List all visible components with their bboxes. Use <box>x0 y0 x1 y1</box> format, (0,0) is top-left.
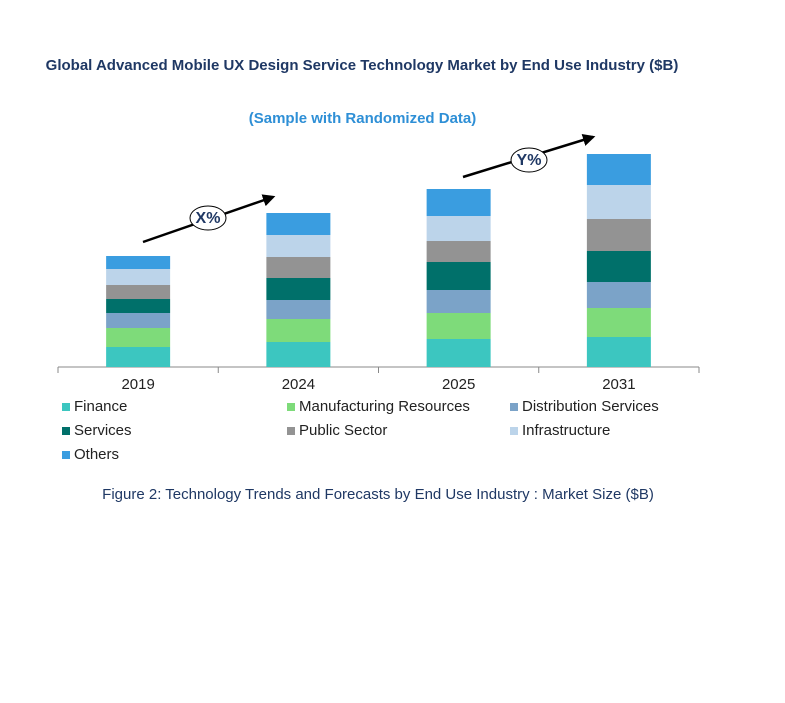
bar-segment <box>266 235 331 257</box>
bar-segment <box>106 328 171 347</box>
bar-segment <box>106 347 171 367</box>
bar-segment <box>586 219 651 251</box>
bar-segment <box>586 337 651 367</box>
bar-segment <box>426 189 491 216</box>
annotation: X% <box>196 210 221 227</box>
bar-segment <box>106 269 171 285</box>
legend-label: Distribution Services <box>522 398 659 415</box>
bar-segment <box>426 262 491 290</box>
bar-segment <box>586 154 651 185</box>
x-tick-label: 2031 <box>602 376 635 393</box>
legend-swatch <box>287 403 295 411</box>
bar-segment <box>426 241 491 262</box>
annotation: Y% <box>517 152 542 169</box>
x-tick-label: 2024 <box>282 376 315 393</box>
bar-segment <box>266 342 331 367</box>
annotation-bubble <box>189 205 227 231</box>
bar-segment <box>106 313 171 328</box>
caption: Figure 2: Technology Trends and Forecast… <box>102 486 654 503</box>
bar-segment <box>106 299 171 313</box>
legend-label: Manufacturing Resources <box>299 398 470 415</box>
bar-segment <box>586 282 651 308</box>
legend-label: Others <box>74 446 119 463</box>
legend-label: Services <box>74 422 132 439</box>
bar-segment <box>426 339 491 367</box>
legend-swatch <box>510 427 518 435</box>
chart-subtitle: (Sample with Randomized Data) <box>248 110 477 127</box>
bar-segment <box>586 251 651 282</box>
legend-label: Infrastructure <box>522 422 610 439</box>
bar-segment <box>266 319 331 342</box>
bar-segment <box>266 257 331 278</box>
bar-segment <box>586 308 651 337</box>
bar-segment <box>106 256 171 269</box>
chart-title: Global Advanced Mobile UX Design Service… <box>45 57 679 74</box>
legend-label: Public Sector <box>299 422 387 439</box>
bar-segment <box>426 216 491 241</box>
bar-segment <box>426 290 491 313</box>
x-tick-label: 2019 <box>121 376 154 393</box>
bar-segment <box>426 313 491 339</box>
legend-swatch <box>510 403 518 411</box>
legend-swatch <box>62 451 70 459</box>
legend-swatch <box>287 427 295 435</box>
bar-segment <box>586 185 651 219</box>
bar-segment <box>106 285 171 299</box>
bar-segment <box>266 278 331 300</box>
bar-segment <box>266 213 331 235</box>
x-tick-label: 2025 <box>442 376 475 393</box>
annotation-bubble <box>510 147 548 173</box>
legend-swatch <box>62 403 70 411</box>
legend-label: Finance <box>74 398 127 415</box>
bar-segment <box>266 300 331 319</box>
legend-swatch <box>62 427 70 435</box>
